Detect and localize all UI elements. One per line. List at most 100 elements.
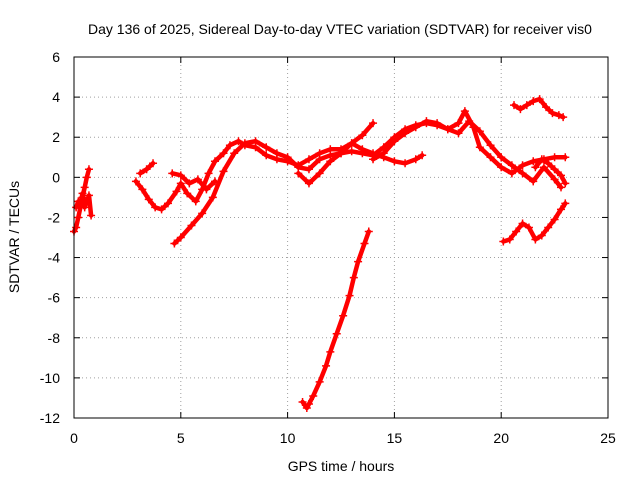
data-point xyxy=(390,137,399,146)
data-point xyxy=(131,177,140,186)
data-point xyxy=(309,391,318,400)
data-point xyxy=(176,179,185,188)
data-point xyxy=(347,147,356,156)
series-trace xyxy=(133,120,376,212)
x-tick-label: 15 xyxy=(387,430,403,446)
data-point xyxy=(486,153,495,162)
data-point xyxy=(302,403,311,412)
data-point xyxy=(524,223,533,232)
data-point xyxy=(418,151,427,160)
data-point xyxy=(535,95,544,104)
y-tick-label: -2 xyxy=(48,209,61,225)
data-point xyxy=(315,169,324,178)
data-point xyxy=(304,155,313,164)
data-point xyxy=(157,205,166,214)
data-point xyxy=(74,213,83,222)
data-point xyxy=(518,219,527,228)
data-point xyxy=(518,169,527,178)
y-tick-label: -6 xyxy=(48,290,61,306)
y-tick-label: -12 xyxy=(40,410,60,426)
data-point xyxy=(369,155,378,164)
data-point xyxy=(87,211,96,220)
data-point xyxy=(507,169,516,178)
data-point xyxy=(537,155,546,164)
data-point xyxy=(136,169,145,178)
data-point xyxy=(210,157,219,166)
data-point xyxy=(354,257,363,266)
data-point xyxy=(358,131,367,140)
series-arc-7 xyxy=(294,139,427,188)
data-point xyxy=(454,119,463,128)
data-point xyxy=(262,151,271,160)
data-point xyxy=(557,183,566,192)
data-point xyxy=(191,197,200,206)
data-point xyxy=(557,205,566,214)
data-point xyxy=(360,239,369,248)
x-axis-label: GPS time / hours xyxy=(288,458,395,474)
data-point xyxy=(486,141,495,150)
data-point xyxy=(78,189,87,198)
y-tick-label: -10 xyxy=(40,370,60,386)
data-point xyxy=(531,235,540,244)
data-point xyxy=(557,171,566,180)
data-point xyxy=(304,399,313,408)
data-point xyxy=(529,177,538,186)
data-point xyxy=(283,153,292,162)
data-point xyxy=(539,163,548,172)
grid-layer xyxy=(74,57,608,418)
series-arc-8 xyxy=(298,227,373,412)
data-point xyxy=(358,145,367,154)
data-point xyxy=(172,187,181,196)
data-point xyxy=(505,235,514,244)
series-arc-6 xyxy=(168,169,219,194)
data-point xyxy=(542,103,551,112)
data-point xyxy=(390,157,399,166)
y-tick-label: 6 xyxy=(52,49,60,65)
data-point xyxy=(198,209,207,218)
data-point xyxy=(170,239,179,248)
data-point xyxy=(561,153,570,162)
y-tick-label: -8 xyxy=(48,330,61,346)
data-point xyxy=(219,149,228,158)
data-point xyxy=(550,175,559,184)
x-tick-label: 0 xyxy=(70,430,78,446)
data-point xyxy=(510,101,519,110)
data-point xyxy=(315,155,324,164)
series-arc-10 xyxy=(499,199,570,246)
tick-layer: 0 5 10 15 20 25 -12 -10 -8 -6 -4 -2 0 2 4 6 xyxy=(40,49,616,446)
data-point xyxy=(499,237,508,246)
data-point xyxy=(185,179,194,188)
data-point xyxy=(518,161,527,170)
data-point xyxy=(516,105,525,114)
data-point xyxy=(411,123,420,132)
data-point xyxy=(72,223,81,232)
data-point xyxy=(219,167,228,176)
data-point xyxy=(550,153,559,162)
data-point xyxy=(176,171,185,180)
data-point xyxy=(411,155,420,164)
data-point xyxy=(561,199,570,208)
x-tick-label: 5 xyxy=(177,430,185,446)
data-point xyxy=(149,159,158,168)
data-point xyxy=(151,203,160,212)
data-point xyxy=(262,143,271,152)
y-axis-label: SDTVAR / TECUs xyxy=(6,181,22,293)
data-point xyxy=(225,141,234,150)
data-point xyxy=(208,193,217,202)
series-arc-9 xyxy=(369,117,566,192)
series-arc-2 xyxy=(72,189,96,220)
data-point xyxy=(82,197,91,206)
data-point xyxy=(561,179,570,188)
data-point xyxy=(544,223,553,232)
y-tick-label: 2 xyxy=(52,129,60,145)
data-point xyxy=(251,137,260,146)
data-point xyxy=(163,199,172,208)
data-point xyxy=(401,129,410,138)
series-arc-4 xyxy=(136,159,158,178)
data-point xyxy=(84,165,93,174)
x-tick-label: 10 xyxy=(280,430,296,446)
data-point xyxy=(507,161,516,170)
x-tick-label: 20 xyxy=(493,430,509,446)
data-point xyxy=(294,169,303,178)
